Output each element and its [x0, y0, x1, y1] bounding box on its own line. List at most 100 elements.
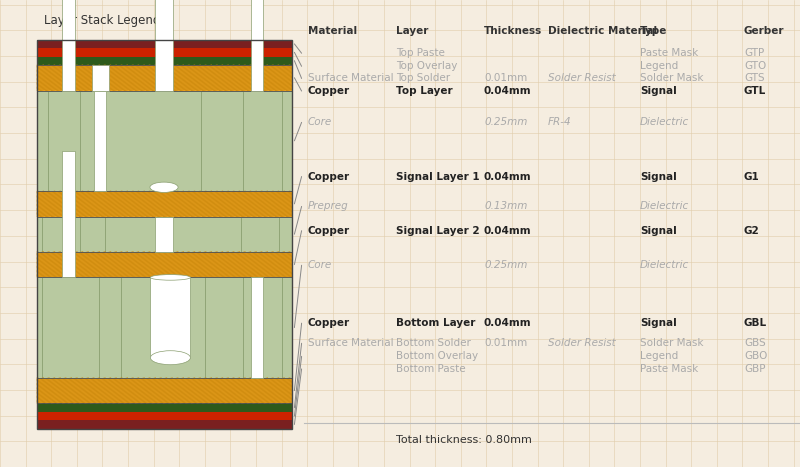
Text: Signal: Signal	[640, 226, 677, 236]
Text: Type: Type	[640, 26, 667, 35]
Bar	[37, 65, 292, 91]
Text: 0.04mm: 0.04mm	[484, 318, 532, 328]
Bar	[37, 378, 292, 403]
Bar	[243, 277, 282, 378]
Bar	[37, 40, 292, 429]
Bar	[105, 217, 170, 252]
Text: Dielectric: Dielectric	[640, 117, 690, 127]
Text: Legend: Legend	[640, 351, 678, 361]
Text: Solder Resist: Solder Resist	[548, 338, 616, 348]
Bar	[155, 0, 173, 91]
Bar	[37, 217, 292, 252]
Text: Bottom Paste: Bottom Paste	[396, 364, 466, 374]
Bar	[42, 217, 80, 252]
Text: Prepreg: Prepreg	[308, 201, 349, 212]
Text: Signal Layer 2: Signal Layer 2	[396, 226, 480, 236]
Text: Solder Resist: Solder Resist	[548, 73, 616, 84]
Text: 0.01mm: 0.01mm	[484, 338, 527, 348]
Text: 0.04mm: 0.04mm	[484, 86, 532, 96]
Bar	[243, 91, 282, 191]
Bar	[62, 151, 75, 277]
Text: Dielectric Material: Dielectric Material	[548, 26, 657, 35]
Text: Bottom Overlay: Bottom Overlay	[396, 351, 478, 361]
Ellipse shape	[150, 351, 190, 365]
Bar	[241, 217, 279, 252]
Text: 0.25mm: 0.25mm	[484, 260, 527, 270]
Text: Copper: Copper	[308, 171, 350, 182]
Bar	[251, 277, 263, 378]
Text: 0.01mm: 0.01mm	[484, 73, 527, 84]
Text: Surface Material: Surface Material	[308, 338, 394, 348]
Text: GTS: GTS	[744, 73, 765, 84]
Bar	[150, 277, 190, 358]
Text: Gerber: Gerber	[744, 26, 785, 35]
Bar	[155, 217, 173, 252]
Bar	[37, 412, 292, 420]
Bar	[42, 277, 99, 378]
Text: FR-4: FR-4	[548, 117, 572, 127]
Text: GBL: GBL	[744, 318, 767, 328]
Text: Copper: Copper	[308, 318, 350, 328]
Bar	[37, 191, 292, 217]
Bar	[48, 91, 80, 191]
Text: Top Paste: Top Paste	[396, 48, 445, 58]
Text: Legend: Legend	[640, 61, 678, 71]
Bar	[37, 91, 292, 191]
Text: Paste Mask: Paste Mask	[640, 48, 698, 58]
Bar	[37, 57, 292, 65]
Text: Copper: Copper	[308, 226, 350, 236]
Text: Top Overlay: Top Overlay	[396, 61, 458, 71]
Text: Signal: Signal	[640, 171, 677, 182]
Text: G2: G2	[744, 226, 760, 236]
Text: GBP: GBP	[744, 364, 766, 374]
Text: Solder Mask: Solder Mask	[640, 338, 703, 348]
Text: Layer: Layer	[396, 26, 428, 35]
Text: GTO: GTO	[744, 61, 766, 71]
Text: GTP: GTP	[744, 48, 764, 58]
Bar	[37, 378, 292, 403]
Text: Core: Core	[308, 117, 332, 127]
Text: Top Layer: Top Layer	[396, 86, 453, 96]
Text: Signal Layer 1: Signal Layer 1	[396, 171, 480, 182]
Text: Solder Mask: Solder Mask	[640, 73, 703, 84]
Bar	[37, 191, 292, 217]
Bar	[37, 40, 292, 48]
Bar	[37, 252, 292, 277]
Text: Dielectric: Dielectric	[640, 201, 690, 212]
Ellipse shape	[150, 182, 178, 192]
Text: 0.04mm: 0.04mm	[484, 226, 532, 236]
Ellipse shape	[150, 275, 190, 280]
Text: Copper: Copper	[308, 86, 350, 96]
Text: Bottom Layer: Bottom Layer	[396, 318, 475, 328]
Text: GBS: GBS	[744, 338, 766, 348]
Text: Paste Mask: Paste Mask	[640, 364, 698, 374]
Text: GBO: GBO	[744, 351, 767, 361]
Text: Bottom Solder: Bottom Solder	[396, 338, 471, 348]
Text: GTL: GTL	[744, 86, 766, 96]
Text: Material: Material	[308, 26, 357, 35]
Bar	[92, 65, 109, 91]
Bar	[37, 252, 292, 277]
Text: Signal: Signal	[640, 86, 677, 96]
Bar	[94, 91, 106, 191]
Text: Core: Core	[308, 260, 332, 270]
Text: Top Solder: Top Solder	[396, 73, 450, 84]
Bar	[251, 0, 263, 91]
Text: Surface Material: Surface Material	[308, 73, 394, 84]
Text: Layer Stack Legend: Layer Stack Legend	[44, 14, 160, 27]
Text: G1: G1	[744, 171, 760, 182]
Text: 0.04mm: 0.04mm	[484, 171, 532, 182]
Bar	[121, 277, 205, 378]
Bar	[37, 65, 292, 91]
Text: 0.13mm: 0.13mm	[484, 201, 527, 212]
Text: Dielectric: Dielectric	[640, 260, 690, 270]
Text: 0.25mm: 0.25mm	[484, 117, 527, 127]
Bar	[37, 277, 292, 378]
Bar	[105, 91, 201, 191]
Bar	[37, 48, 292, 57]
Text: Thickness: Thickness	[484, 26, 542, 35]
Text: Signal: Signal	[640, 318, 677, 328]
Bar	[37, 420, 292, 429]
Bar	[62, 0, 75, 91]
Bar	[37, 403, 292, 412]
